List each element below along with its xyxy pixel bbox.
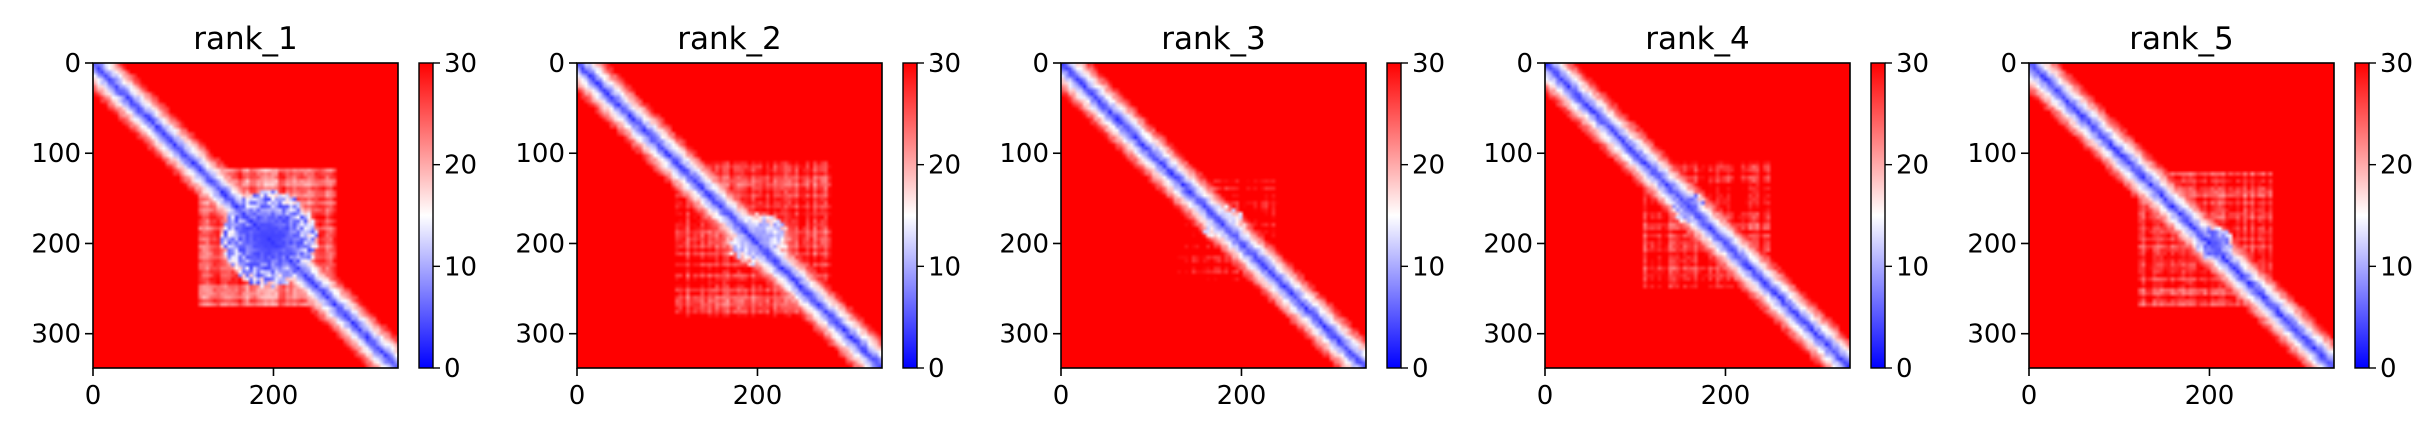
y-tick-label: 100 xyxy=(1967,139,2017,169)
x-tick-label: 0 xyxy=(569,381,586,411)
colorbar-tick-label: 10 xyxy=(1896,252,1929,282)
y-tick-label: 100 xyxy=(999,139,1049,169)
y-tick-label: 0 xyxy=(2000,49,2017,79)
colorbar xyxy=(418,62,434,369)
colorbar xyxy=(2354,62,2370,369)
y-tick-label: 300 xyxy=(1483,320,1533,350)
heatmap-panel-rank_3: rank_3 0 100 200 300 0 200 0 10 20 30 xyxy=(999,21,1445,411)
colorbar-tick-label: 30 xyxy=(1896,49,1929,79)
y-tick-label: 0 xyxy=(548,49,565,79)
x-tick-label: 200 xyxy=(1217,381,1267,411)
colorbar-tick-label: 0 xyxy=(928,354,945,384)
y-tick-label: 0 xyxy=(1516,49,1533,79)
y-tick-label: 0 xyxy=(64,49,81,79)
colorbar-tick-label: 10 xyxy=(444,252,477,282)
axes-frame xyxy=(1544,62,1851,369)
colorbar xyxy=(902,62,918,369)
colorbar-tick-label: 20 xyxy=(1896,151,1929,181)
y-tick-label: 200 xyxy=(515,229,565,259)
y-tick-label: 100 xyxy=(515,139,565,169)
colorbar-tick-label: 30 xyxy=(1412,49,1445,79)
x-tick-label: 200 xyxy=(1701,381,1751,411)
colorbar xyxy=(1870,62,1886,369)
x-tick-label: 0 xyxy=(85,381,102,411)
heatmap-panel-rank_4: rank_4 0 100 200 300 0 200 0 10 20 30 xyxy=(1483,21,1929,411)
y-tick-label: 300 xyxy=(515,320,565,350)
axes-frame xyxy=(576,62,883,369)
colorbar-tick-label: 0 xyxy=(1412,354,1429,384)
heatmap-panel-rank_2: rank_2 0 100 200 300 0 200 0 10 20 30 xyxy=(515,21,961,411)
y-tick-label: 300 xyxy=(1967,320,2017,350)
heatmap-matrix xyxy=(1545,63,1850,368)
y-tick-label: 200 xyxy=(1483,229,1533,259)
y-tick-label: 100 xyxy=(31,139,81,169)
x-tick-label: 200 xyxy=(733,381,783,411)
colorbar-tick-label: 0 xyxy=(2380,354,2397,384)
y-tick-label: 200 xyxy=(31,229,81,259)
colorbar-tick-label: 10 xyxy=(2380,252,2413,282)
heatmap-matrix xyxy=(2029,63,2334,368)
colorbar-tick-label: 0 xyxy=(444,354,461,384)
heatmap-panel-rank_5: rank_5 0 100 200 300 0 200 0 10 20 30 xyxy=(1967,21,2413,411)
heatmap-matrix xyxy=(577,63,882,368)
panel-title: rank_5 xyxy=(2129,21,2234,57)
x-tick-label: 200 xyxy=(2185,381,2235,411)
heatmap-matrix xyxy=(1061,63,1366,368)
colorbar-tick-label: 10 xyxy=(1412,252,1445,282)
y-tick-label: 0 xyxy=(1032,49,1049,79)
panel-title: rank_1 xyxy=(193,21,298,57)
colorbar xyxy=(1386,62,1402,369)
colorbar-tick-label: 30 xyxy=(444,49,477,79)
y-tick-label: 200 xyxy=(1967,229,2017,259)
axes-frame xyxy=(1060,62,1367,369)
panel-title: rank_4 xyxy=(1645,21,1750,57)
colorbar-tick-label: 0 xyxy=(1896,354,1913,384)
y-tick-label: 300 xyxy=(999,320,1049,350)
colorbar-tick-label: 20 xyxy=(2380,151,2413,181)
panel-title: rank_3 xyxy=(1161,21,1266,57)
x-tick-label: 200 xyxy=(249,381,299,411)
colorbar-tick-label: 20 xyxy=(928,151,961,181)
y-tick-label: 200 xyxy=(999,229,1049,259)
colorbar-tick-label: 30 xyxy=(2380,49,2413,79)
x-tick-label: 0 xyxy=(2021,381,2038,411)
colorbar-tick-label: 20 xyxy=(444,151,477,181)
y-tick-label: 100 xyxy=(1483,139,1533,169)
colorbar-tick-label: 30 xyxy=(928,49,961,79)
heatmap-panel-rank_1: rank_1 0 100 200 300 0 200 0 10 20 30 xyxy=(31,21,477,411)
x-tick-label: 0 xyxy=(1053,381,1070,411)
axes-frame xyxy=(92,62,399,369)
colorbar-tick-label: 20 xyxy=(1412,151,1445,181)
heatmap-matrix xyxy=(93,63,398,368)
y-tick-label: 300 xyxy=(31,320,81,350)
panel-title: rank_2 xyxy=(677,21,782,57)
x-tick-label: 0 xyxy=(1537,381,1554,411)
axes-frame xyxy=(2028,62,2335,369)
colorbar-tick-label: 10 xyxy=(928,252,961,282)
